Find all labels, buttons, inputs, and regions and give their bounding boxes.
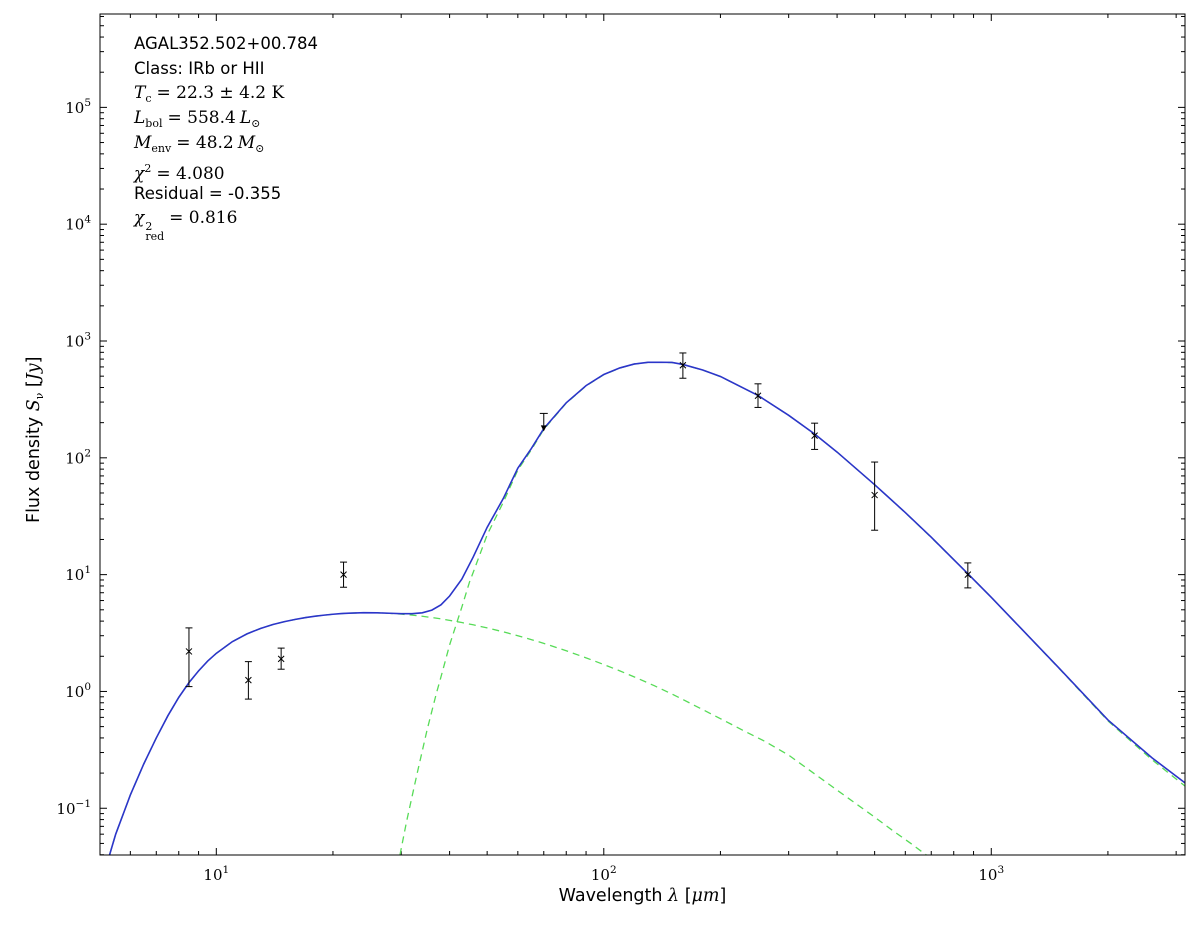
tc-symbol: T [134, 83, 146, 103]
y-tick-label: 100 [65, 681, 91, 701]
chired-supsub: 2 red [145, 220, 165, 243]
lbol-symbol: L [134, 108, 146, 128]
x-marker [871, 491, 878, 499]
chi2-exponent: 2 [144, 162, 152, 175]
x-axis-label: Wavelength λ [μm] [100, 886, 1185, 906]
y-axis-label: Flux density Sν [Jy] [24, 357, 46, 523]
lbol-value: = 558.4 [167, 108, 236, 128]
data-points [185, 352, 972, 700]
y-tick-label: 101 [65, 564, 91, 584]
warm-component-curve [108, 612, 928, 855]
chired-value: = 0.816 [169, 208, 238, 228]
chi2-value: = 4.080 [156, 164, 225, 184]
msun-subscript: ⊙ [255, 142, 265, 155]
micron-unit: μm [691, 886, 720, 906]
flux-symbol: S [24, 399, 44, 412]
source-class: Class: IRb or HII [134, 59, 265, 78]
chi2-symbol: χ [134, 164, 145, 184]
reduced-chi-squared-line: χ 2 red = 0.816 [134, 206, 318, 242]
lambda-symbol: λ [668, 886, 680, 906]
cold-component-curve [399, 361, 1185, 855]
plot-frame [99, 13, 1186, 856]
y-axis-unit-close-bracket: ] [24, 356, 44, 364]
total-model-curve [108, 361, 1185, 855]
menv-subscript: env [151, 142, 172, 155]
x-marker [811, 432, 818, 439]
source-name: AGAL352.502+00.784 [134, 34, 319, 53]
x-tick-label: 101 [203, 864, 229, 884]
menv-symbol: M [134, 133, 152, 153]
model-curves [108, 361, 1185, 855]
y-axis-unit-open-bracket: [ [24, 380, 44, 393]
y-axis-label-text: Flux density [24, 411, 44, 523]
tc-subscript: c [145, 92, 152, 105]
bolometric-luminosity-line: Lbol = 558.4 L⊙ [134, 106, 318, 131]
x-marker [245, 676, 252, 684]
lsun-subscript: ⊙ [251, 117, 261, 130]
x-marker [679, 361, 687, 369]
upper-limit-arrowhead [540, 425, 547, 432]
x-axis-label-text: Wavelength [558, 886, 669, 906]
menv-value: = 48.2 [176, 133, 234, 153]
chi-squared-line: χ2 = 4.080 [134, 156, 318, 184]
chired-exponent: 2 [145, 220, 153, 233]
y-tick-label: 105 [65, 97, 91, 117]
y-tick-label: 102 [65, 447, 91, 467]
fit-parameters-annotation: AGAL352.502+00.784 Class: IRb or HII Tc =… [134, 31, 319, 242]
x-axis-unit-close-bracket: ] [719, 886, 727, 906]
y-tick-label: 103 [65, 331, 91, 351]
lsun-symbol: L [239, 108, 252, 128]
lbol-subscript: bol [145, 117, 163, 130]
tick-labels: 101 102 103 10−1 100 101 102 103 104 105 [56, 97, 1004, 884]
axis-ticks [100, 14, 1185, 856]
x-tick-label: 103 [978, 864, 1004, 884]
tc-value: = 22.3 ± 4.2 K [156, 83, 285, 103]
x-axis-unit-open-bracket: [ [679, 886, 692, 906]
envelope-mass-line: Menv = 48.2 M⊙ [134, 131, 318, 156]
y-tick-label: 10−1 [56, 798, 91, 818]
x-marker [185, 648, 193, 655]
x-marker [340, 571, 347, 578]
x-marker [277, 655, 285, 663]
x-tick-label: 102 [591, 864, 617, 884]
x-marker [754, 392, 762, 400]
chired-subscript: red [145, 230, 165, 243]
nu-subscript: ν [33, 392, 46, 400]
y-tick-label: 104 [65, 214, 91, 234]
jansky-unit: Jy [24, 363, 44, 381]
chired-symbol: χ [134, 208, 145, 228]
residual-line: Residual = -0.355 [134, 184, 282, 203]
dust-temperature-line: Tc = 22.3 ± 4.2 K [134, 81, 318, 106]
x-marker [964, 571, 972, 578]
msun-symbol: M [237, 133, 256, 153]
